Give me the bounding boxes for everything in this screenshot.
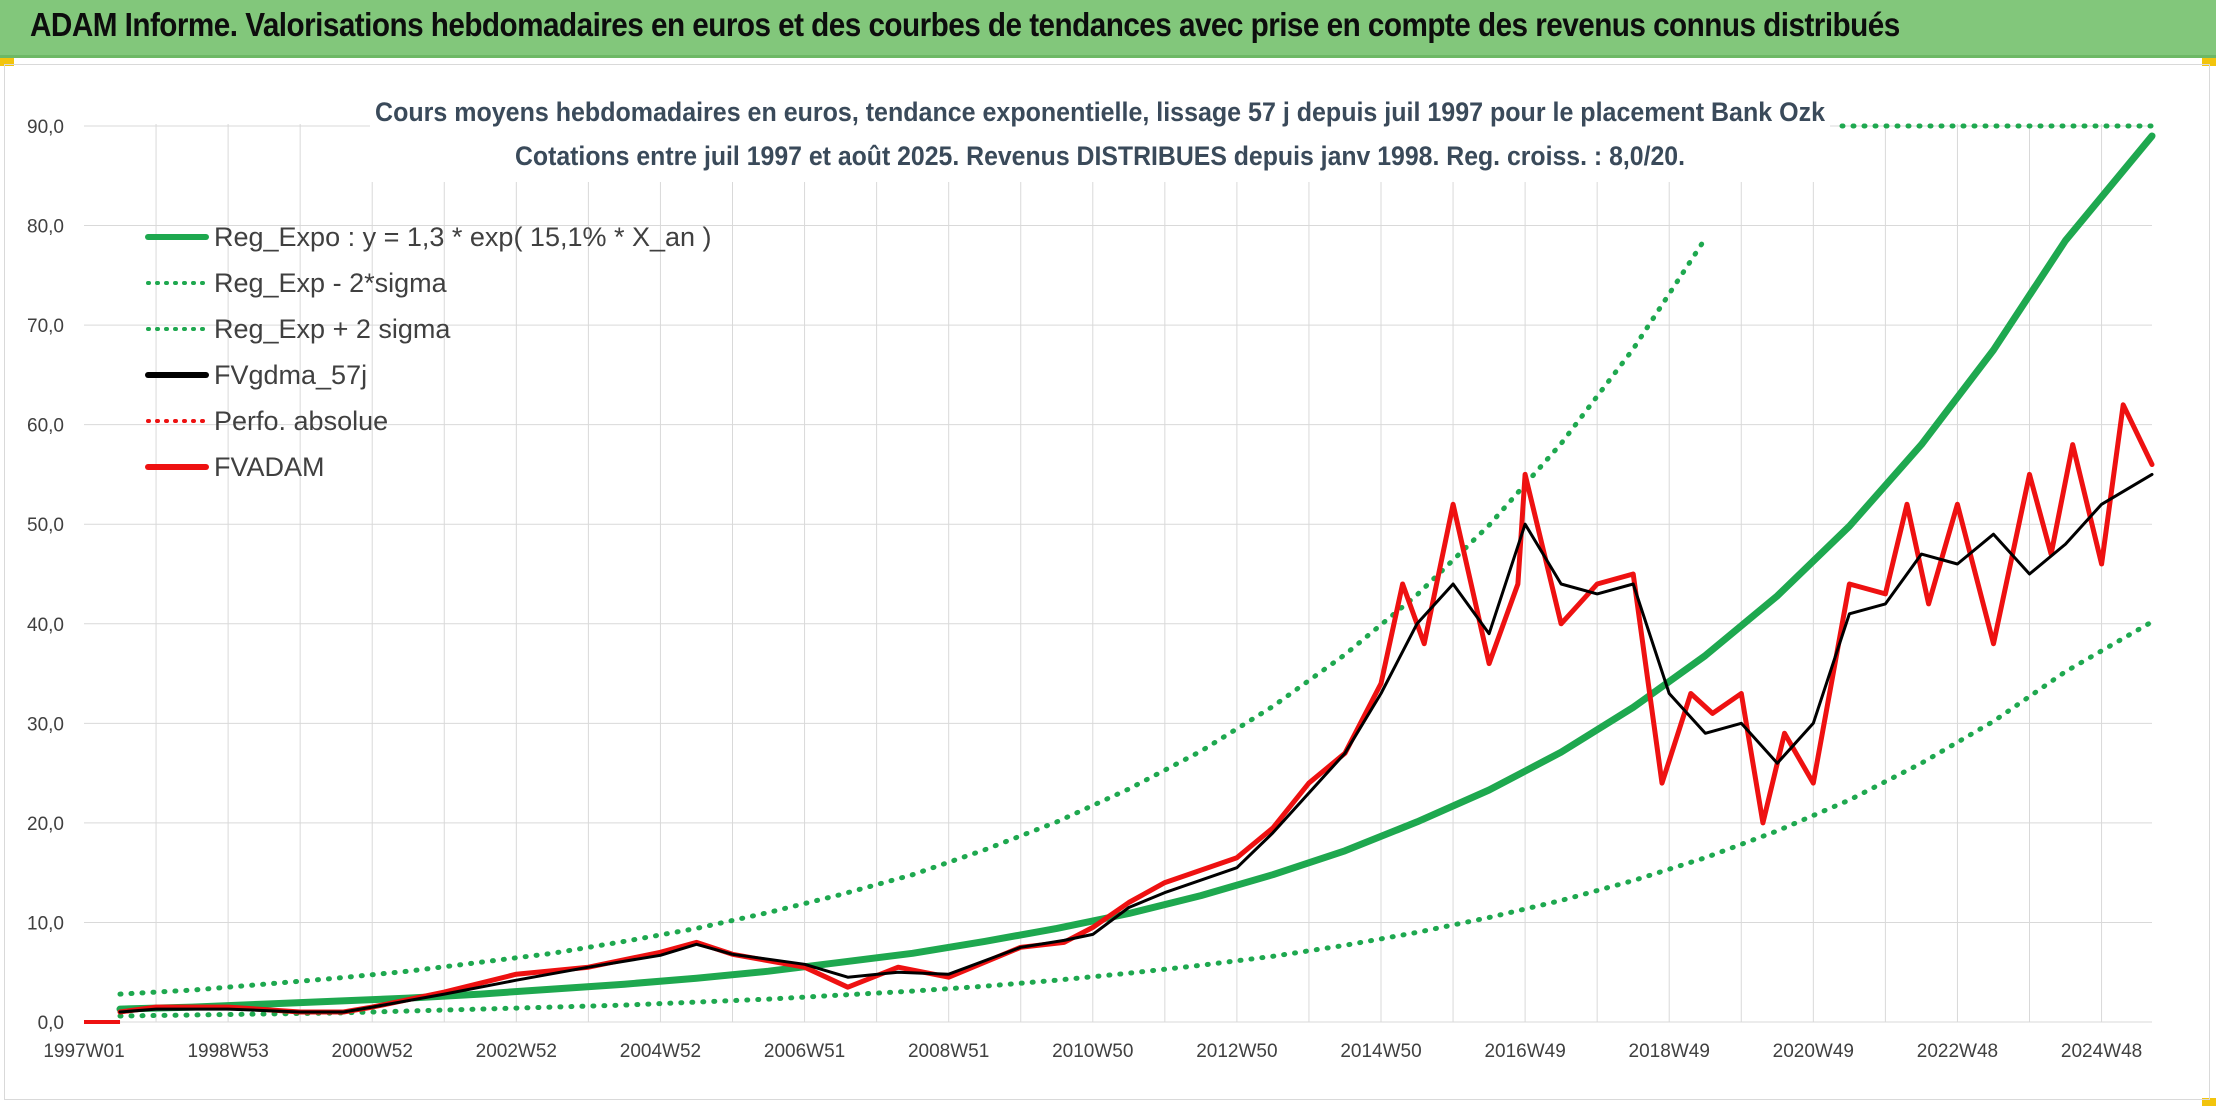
x-tick-label: 2006W51 (764, 1041, 845, 1062)
legend-label: FVgdma_57j (214, 360, 367, 390)
x-tick-label: 2002W52 (476, 1041, 557, 1062)
header-title: ADAM Informe. Valorisations hebdomadaire… (30, 6, 1900, 43)
series-reg-exp-plus-2sigma (117, 236, 1708, 997)
x-tick-label: 2008W51 (908, 1041, 989, 1062)
chart-title-line2: Cotations entre juil 1997 et août 2025. … (515, 141, 1685, 171)
legend-item: FVADAM (145, 452, 325, 482)
legend-label: Perfo. absolue (214, 406, 388, 436)
legend-item: FVgdma_57j (145, 360, 367, 390)
x-tick-label: 2010W50 (1052, 1041, 1133, 1062)
series-fvgdma-57j (118, 472, 2154, 1014)
x-tick-label: 2024W48 (2061, 1041, 2142, 1062)
x-tick-label: 1998W53 (187, 1041, 268, 1062)
corner-marker-right (2202, 58, 2216, 66)
legend-label: Reg_Exp - 2*sigma (214, 268, 448, 298)
legend: Reg_Expo : y = 1,3 * exp( 15,1% * X_an )… (145, 222, 712, 482)
corner-marker-bottom-right (2202, 1098, 2216, 1106)
x-tick-label: 2016W49 (1484, 1041, 1565, 1062)
legend-item: Reg_Exp - 2*sigma (146, 268, 448, 298)
x-tick-label: 2012W50 (1196, 1041, 1277, 1062)
y-tick-label: 70,0 (27, 316, 64, 337)
legend-label: FVADAM (214, 452, 325, 482)
axis-layer: 0,0 10,0 20,0 30,0 40,0 50,0 60,0 70,0 80,0 90,0 1… (27, 117, 2142, 1062)
series-layer (84, 123, 2156, 1024)
y-tick-label: 30,0 (27, 714, 64, 735)
x-tick-label: 2020W49 (1773, 1041, 1854, 1062)
x-tick-label: 1997W01 (43, 1041, 124, 1062)
x-tick-label: 2018W49 (1629, 1041, 1710, 1062)
grid-layer (84, 124, 2152, 1023)
series-fvadam (117, 402, 2155, 1015)
y-tick-label: 90,0 (27, 117, 64, 138)
series-reg-expo (116, 132, 2156, 1013)
y-tick-label: 10,0 (27, 913, 64, 934)
legend-item: Reg_Expo : y = 1,3 * exp( 15,1% * X_an ) (145, 222, 712, 252)
corner-marker-left (0, 58, 14, 66)
legend-item: Perfo. absolue (146, 406, 388, 436)
y-tick-label: 20,0 (27, 814, 64, 835)
y-tick-label: 50,0 (27, 515, 64, 536)
x-tick-label: 2004W52 (620, 1041, 701, 1062)
y-tick-label: 80,0 (27, 217, 64, 238)
header-band: ADAM Informe. Valorisations hebdomadaire… (0, 0, 2216, 58)
chart-title-line1: Cours moyens hebdomadaires en euros, ten… (375, 97, 1826, 127)
y-tick-label: 60,0 (27, 416, 64, 437)
y-tick-label: 0,0 (38, 1013, 64, 1034)
x-tick-label: 2014W50 (1340, 1041, 1421, 1062)
y-tick-label: 40,0 (27, 615, 64, 636)
legend-item: Reg_Exp + 2 sigma (146, 314, 451, 344)
title-layer: Cours moyens hebdomadaires en euros, ten… (370, 86, 1830, 182)
x-tick-label: 2000W52 (332, 1041, 413, 1062)
chart-title-background (370, 86, 1830, 182)
series-reg-exp-minus-2sigma (117, 619, 2155, 1019)
legend-label: Reg_Exp + 2 sigma (214, 314, 451, 344)
x-tick-label: 2022W48 (1917, 1041, 1998, 1062)
chart-frame (4, 64, 2210, 1100)
legend-label: Reg_Expo : y = 1,3 * exp( 15,1% * X_an ) (214, 222, 712, 252)
